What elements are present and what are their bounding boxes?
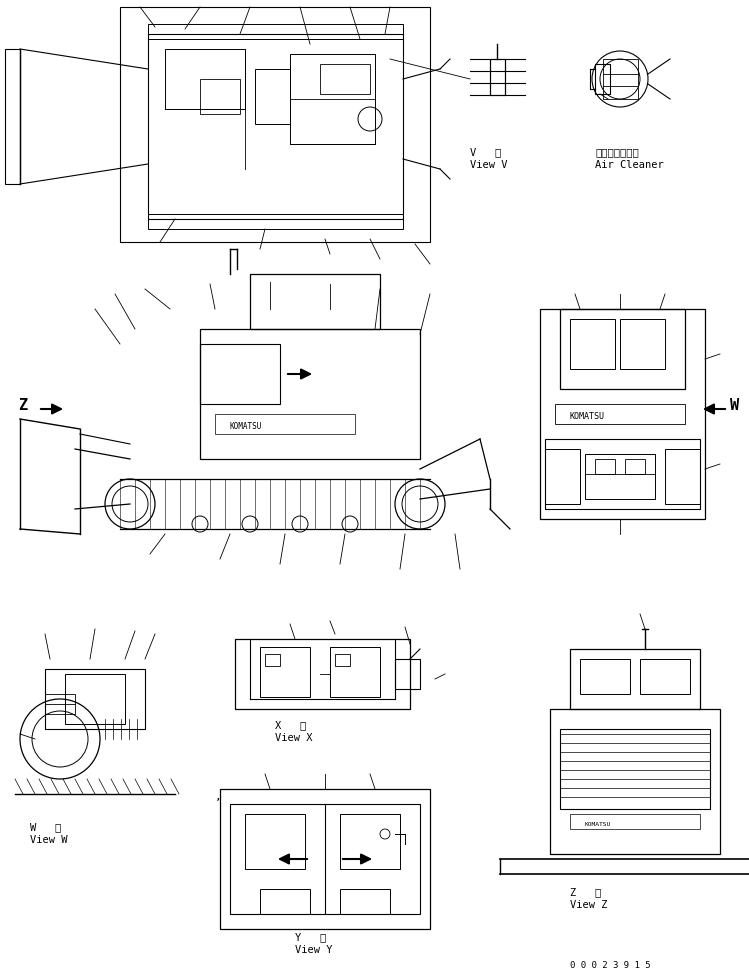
Bar: [545, 450, 580, 505]
Text: Z   視: Z 視: [570, 886, 601, 896]
Bar: [340, 814, 400, 869]
Bar: [45, 669, 145, 730]
Bar: [595, 65, 610, 95]
Bar: [540, 310, 705, 519]
Bar: [395, 659, 420, 689]
Bar: [330, 647, 380, 697]
Bar: [595, 460, 615, 474]
Bar: [235, 640, 410, 709]
Text: エアークリーナ: エアークリーナ: [595, 147, 639, 156]
Text: KOMATSU: KOMATSU: [230, 422, 262, 430]
Bar: [220, 789, 430, 929]
Text: KOMATSU: KOMATSU: [585, 822, 611, 826]
Bar: [490, 60, 505, 96]
Bar: [585, 455, 655, 500]
Bar: [560, 310, 685, 389]
Text: View V: View V: [470, 159, 508, 170]
Bar: [570, 814, 700, 829]
Bar: [555, 405, 685, 424]
Bar: [570, 649, 700, 709]
Bar: [335, 654, 350, 666]
Bar: [620, 320, 665, 370]
Bar: [665, 450, 700, 505]
Text: Y   視: Y 視: [295, 931, 327, 941]
Bar: [200, 330, 420, 460]
Bar: [570, 320, 615, 370]
Bar: [200, 80, 240, 114]
Bar: [550, 709, 720, 854]
Bar: [215, 415, 355, 434]
Bar: [148, 215, 403, 230]
Text: 0 0 0 2 3 9 1 5: 0 0 0 2 3 9 1 5: [570, 960, 651, 969]
Bar: [120, 8, 430, 243]
Bar: [560, 730, 710, 809]
Text: V   視: V 視: [470, 147, 501, 156]
Bar: [545, 439, 700, 510]
Bar: [255, 70, 290, 125]
Bar: [250, 275, 380, 330]
Bar: [65, 674, 125, 725]
Bar: [265, 654, 280, 666]
Text: View Z: View Z: [570, 899, 607, 910]
Bar: [260, 647, 310, 697]
Text: View Y: View Y: [295, 944, 333, 954]
Text: W   視: W 視: [30, 822, 61, 831]
Bar: [625, 460, 645, 474]
Text: ,: ,: [215, 791, 222, 801]
Bar: [290, 55, 375, 145]
Bar: [45, 694, 75, 714]
Bar: [603, 60, 638, 100]
Bar: [260, 889, 310, 914]
Text: X   視: X 視: [275, 719, 306, 730]
Text: Z: Z: [18, 398, 27, 413]
Bar: [148, 25, 403, 40]
Bar: [320, 65, 370, 95]
Bar: [148, 35, 403, 220]
Bar: [640, 659, 690, 694]
Bar: [340, 889, 390, 914]
Bar: [5, 50, 20, 185]
Text: KOMATSU: KOMATSU: [570, 412, 605, 421]
Text: Air Cleaner: Air Cleaner: [595, 159, 664, 170]
Bar: [230, 804, 420, 914]
Bar: [200, 344, 280, 405]
Bar: [245, 814, 305, 869]
Text: W: W: [730, 398, 739, 413]
Bar: [165, 50, 245, 110]
Text: View W: View W: [30, 834, 67, 844]
Text: View X: View X: [275, 733, 312, 742]
Bar: [580, 659, 630, 694]
